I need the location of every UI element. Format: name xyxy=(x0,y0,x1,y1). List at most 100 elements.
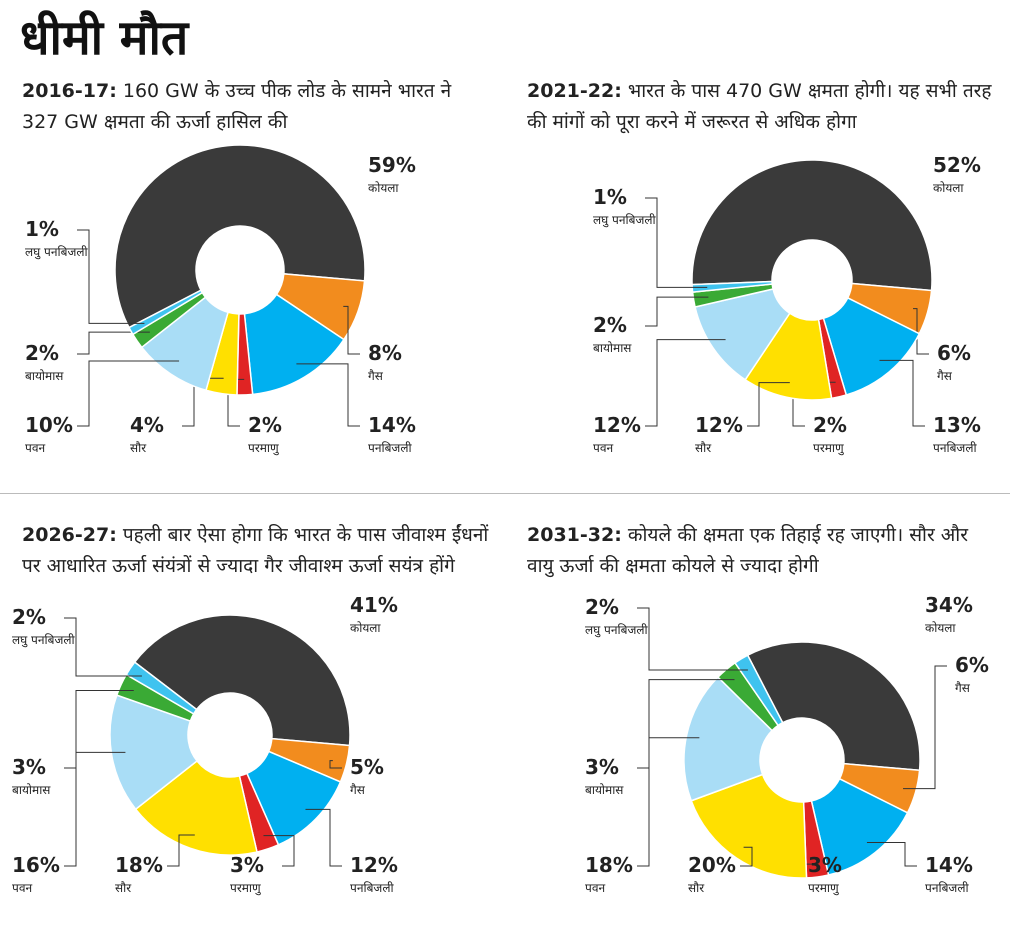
category-label: पवन xyxy=(593,441,613,455)
value-label: 2% xyxy=(25,341,59,365)
value-label: 59% xyxy=(368,153,416,177)
value-label: 14% xyxy=(925,853,973,877)
leader-line xyxy=(740,846,753,867)
value-label: 18% xyxy=(585,853,633,877)
donut-chart: 52% कोयला 6% गैस 13% पनबिजली 2% परमाणु 12% सौर 12%… xyxy=(593,153,981,456)
category-label: सौर xyxy=(688,881,705,895)
category-label: परमाणु xyxy=(230,881,262,896)
leader-line xyxy=(343,305,360,355)
chart-subtitle: पहली बार ऐसा होगा कि भारत के पास जीवाश्म… xyxy=(22,524,489,577)
value-label: 2% xyxy=(813,413,847,437)
category-label: पवन xyxy=(25,441,45,455)
category-label: पनबिजली xyxy=(368,441,412,455)
chart-heading: 2021-22: भारत के पास 470 GW क्षमता होगी।… xyxy=(527,76,997,138)
leader-line xyxy=(637,679,735,769)
category-label: परमाणु xyxy=(248,441,280,456)
category-label: पनबिजली xyxy=(933,441,977,455)
category-label: गैस xyxy=(937,369,953,383)
category-label: बायोमास xyxy=(25,369,64,383)
donut-slice xyxy=(683,676,774,802)
category-label: पवन xyxy=(585,881,605,895)
chart-heading: 2016-17: 160 GW के उच्च पीक लोड के सामने… xyxy=(22,76,492,138)
category-label: बायोमास xyxy=(12,783,51,797)
category-label: सौर xyxy=(695,441,712,455)
value-label: 3% xyxy=(230,853,264,877)
value-label: 13% xyxy=(933,413,981,437)
leader-line xyxy=(637,607,748,671)
chart-year: 2016-17: xyxy=(22,80,117,102)
donut-chart: 34% कोयला 6% गैस 14% पनबिजली 3% परमाणु 20% सौर 18%… xyxy=(585,593,989,896)
chart-subtitle: भारत के पास 470 GW क्षमता होगी। यह सभी त… xyxy=(527,80,992,133)
category-label: परमाणु xyxy=(813,441,845,456)
leader-line xyxy=(64,617,142,677)
category-label: सौर xyxy=(130,441,147,455)
category-label: सौर xyxy=(115,881,132,895)
category-label: कोयला xyxy=(933,181,964,195)
leader-line xyxy=(263,835,295,867)
value-label: 4% xyxy=(130,413,164,437)
leader-line xyxy=(64,751,126,867)
category-label: पनबिजली xyxy=(925,881,969,895)
value-label: 10% xyxy=(25,413,73,437)
leader-line xyxy=(637,737,700,867)
donut-hole xyxy=(196,226,284,314)
category-label: पनबिजली xyxy=(350,881,394,895)
donut-hole xyxy=(188,693,272,777)
donut-hole xyxy=(772,240,852,320)
value-label: 12% xyxy=(593,413,641,437)
category-label: बायोमास xyxy=(585,783,624,797)
leader-line xyxy=(77,331,150,355)
chart-subtitle: 160 GW के उच्च पीक लोड के सामने भारत ने … xyxy=(22,80,452,133)
value-label: 3% xyxy=(585,755,619,779)
page-title: धीमी मौत xyxy=(20,10,189,66)
category-label: बायोमास xyxy=(593,341,632,355)
chart-year: 2031-32: xyxy=(527,524,622,546)
donut-chart: 41% कोयला 5% गैस 12% पनबिजली 3% परमाणु 18% सौर 16%… xyxy=(12,593,398,896)
category-label: गैस xyxy=(955,681,971,695)
value-label: 6% xyxy=(955,653,989,677)
donut-chart: 59% कोयला 8% गैस 14% पनबिजली 2% परमाणु 4% सौर 10% प… xyxy=(25,144,416,456)
value-label: 12% xyxy=(695,413,743,437)
value-label: 1% xyxy=(593,185,627,209)
leader-line xyxy=(747,382,790,427)
leader-line xyxy=(879,359,925,427)
value-label: 8% xyxy=(368,341,402,365)
leader-line xyxy=(645,339,726,427)
value-label: 2% xyxy=(12,605,46,629)
leader-line xyxy=(645,197,708,288)
chart-panel: 2026-27: पहली बार ऐसा होगा कि भारत के पा… xyxy=(0,490,505,927)
leader-line xyxy=(866,842,917,867)
chart-heading: 2026-27: पहली बार ऐसा होगा कि भारत के पा… xyxy=(22,520,492,582)
value-label: 3% xyxy=(12,755,46,779)
donut-hole xyxy=(760,718,844,802)
value-label: 1% xyxy=(25,217,59,241)
value-label: 12% xyxy=(350,853,398,877)
value-label: 2% xyxy=(248,413,282,437)
value-label: 41% xyxy=(350,593,398,617)
value-label: 14% xyxy=(368,413,416,437)
leader-line xyxy=(64,690,134,769)
leader-line xyxy=(77,360,180,427)
category-label: लघु पनबिजली xyxy=(585,623,649,638)
category-label: गैस xyxy=(368,369,384,383)
value-label: 52% xyxy=(933,153,981,177)
value-label: 3% xyxy=(808,853,842,877)
donut-slice xyxy=(134,759,258,856)
category-label: लघु पनबिजली xyxy=(25,245,89,260)
chart-panel: 2021-22: भारत के पास 470 GW क्षमता होगी।… xyxy=(505,0,1010,490)
chart-year: 2026-27: xyxy=(22,524,117,546)
value-label: 18% xyxy=(115,853,163,877)
value-label: 2% xyxy=(585,595,619,619)
leader-line xyxy=(645,296,709,327)
category-label: लघु पनबिजली xyxy=(12,633,76,648)
leader-line xyxy=(913,308,929,355)
leader-line xyxy=(77,229,145,324)
category-label: लघु पनबिजली xyxy=(593,213,657,228)
value-label: 6% xyxy=(937,341,971,365)
value-label: 2% xyxy=(593,313,627,337)
value-label: 16% xyxy=(12,853,60,877)
value-label: 34% xyxy=(925,593,973,617)
leader-line xyxy=(167,834,195,867)
category-label: पवन xyxy=(12,881,32,895)
